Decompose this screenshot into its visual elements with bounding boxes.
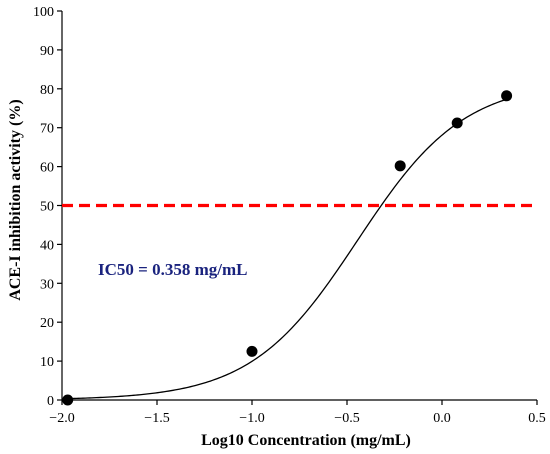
x-tick-label: 0.0 bbox=[433, 411, 451, 426]
axes: 0 10 20 30 40 50 60 70 80 90 100 −2.0 −1.5 −1.0 −0.5 0.… bbox=[33, 5, 546, 426]
y-tick-label: 80 bbox=[40, 83, 54, 98]
y-tick-label: 10 bbox=[40, 355, 54, 370]
y-tick-label: 100 bbox=[33, 5, 54, 20]
data-point bbox=[62, 394, 74, 406]
y-tick-label: 90 bbox=[40, 44, 54, 59]
y-axis-title: ACE-I inhibition activity (%) bbox=[7, 99, 24, 300]
data-points-layer bbox=[62, 90, 513, 406]
x-tick-label: −0.5 bbox=[334, 411, 359, 426]
y-tick-label: 50 bbox=[40, 200, 54, 215]
x-tick-label: −1.5 bbox=[144, 411, 169, 426]
data-point bbox=[451, 117, 463, 129]
data-point bbox=[394, 160, 406, 172]
fit-curve bbox=[67, 98, 507, 400]
data-point bbox=[501, 90, 513, 102]
ic50-annotation: IC50 = 0.358 mg/mL bbox=[98, 260, 247, 279]
x-axis-title: Log10 Concentration (mg/mL) bbox=[201, 432, 411, 449]
y-tick-label: 20 bbox=[40, 316, 54, 331]
x-tick-label: −1.0 bbox=[239, 411, 264, 426]
y-tick-label: 60 bbox=[40, 161, 54, 176]
x-tick-label: 0.5 bbox=[528, 411, 546, 426]
y-tick-label: 70 bbox=[40, 122, 54, 137]
x-tick-label: −2.0 bbox=[49, 411, 74, 426]
y-tick-label: 40 bbox=[40, 238, 54, 253]
y-tick-label: 30 bbox=[40, 277, 54, 292]
fit-curve-layer bbox=[67, 98, 507, 400]
data-point bbox=[246, 345, 258, 357]
y-tick-label: 0 bbox=[47, 394, 54, 409]
